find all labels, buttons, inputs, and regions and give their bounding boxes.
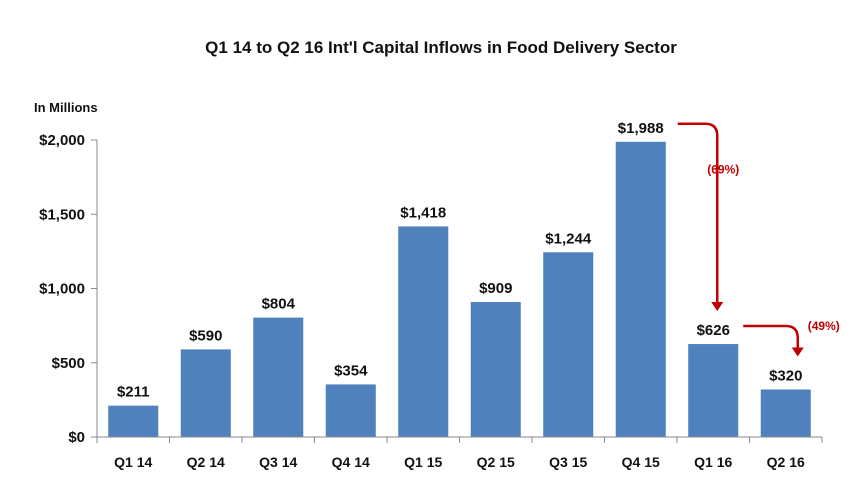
data-label: $320: [769, 367, 802, 384]
bar: [760, 389, 811, 437]
data-label: $626: [697, 322, 730, 339]
change-annotation: (69%): [707, 162, 739, 176]
data-label: $211: [117, 384, 150, 401]
change-arrowhead: [791, 347, 804, 357]
bar: [398, 226, 449, 437]
x-tick-label: Q2 14: [187, 454, 225, 470]
x-tick-label: Q1 14: [114, 454, 152, 470]
bar: [325, 384, 376, 437]
x-tick-label: Q2 15: [477, 454, 515, 470]
data-label: $804: [262, 296, 296, 313]
change-arrow: [677, 122, 719, 304]
x-tick-label: Q1 15: [404, 454, 442, 470]
y-tick-label: $500: [52, 355, 85, 372]
bar: [253, 317, 304, 437]
data-label: $354: [334, 362, 368, 379]
y-tick-label: $1,000: [39, 281, 85, 298]
x-tick-label: Q3 14: [259, 454, 297, 470]
y-tick-label: $0: [68, 429, 85, 446]
x-tick-label: Q4 15: [622, 454, 660, 470]
plot-area: $0 $500 $1,000 $1,500 $2,000 $211 Q1 14 $590 Q2 …: [39, 120, 840, 470]
y-tick-label: $2,000: [39, 132, 85, 149]
change-arrow: [743, 324, 799, 349]
chart-title: Q1 14 to Q2 16 Int'l Capital Inflows in …: [205, 38, 677, 57]
y-tick-label: $1,500: [39, 206, 85, 223]
change-arrowhead: [711, 302, 724, 312]
x-tick-label: Q3 15: [549, 454, 587, 470]
data-label: $1,988: [618, 120, 664, 137]
unit-label: In Millions: [34, 100, 98, 115]
x-tick-label: Q1 16: [694, 454, 732, 470]
bar: [470, 302, 521, 437]
x-tick-label: Q2 16: [767, 454, 805, 470]
data-label: $1,418: [400, 204, 446, 221]
bar: [180, 349, 231, 437]
data-label: $1,244: [545, 230, 592, 247]
bar: [688, 344, 739, 437]
change-annotation: (49%): [808, 319, 840, 333]
bar: [108, 405, 159, 437]
data-label: $909: [479, 280, 512, 297]
bar: [543, 252, 594, 437]
x-tick-label: Q4 14: [332, 454, 370, 470]
data-label: $590: [189, 327, 222, 344]
bar: [615, 141, 666, 438]
